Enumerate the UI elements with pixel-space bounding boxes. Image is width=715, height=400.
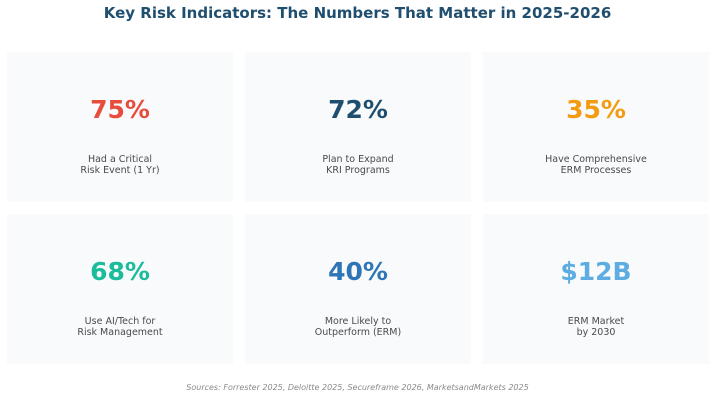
kpi-label: Use AI/Tech for Risk Management bbox=[77, 316, 163, 338]
sources-footnote: Sources: Forrester 2025, Deloitte 2025, … bbox=[186, 383, 529, 392]
kpi-card-comprehensive-erm: 35% Have Comprehensive ERM Processes bbox=[483, 52, 709, 202]
kpi-label: Plan to Expand KRI Programs bbox=[322, 154, 394, 176]
chart-title: Key Risk Indicators: The Numbers That Ma… bbox=[103, 4, 612, 22]
kpi-card-ai-tech: 68% Use AI/Tech for Risk Management bbox=[7, 214, 233, 364]
kpi-value: 35% bbox=[566, 95, 626, 124]
kpi-value: 40% bbox=[328, 257, 388, 286]
kpi-value: $12B bbox=[560, 257, 632, 286]
kpi-label: ERM Market by 2030 bbox=[567, 316, 625, 338]
kpi-label: Had a Critical Risk Event (1 Yr) bbox=[80, 154, 160, 176]
kpi-value: 68% bbox=[90, 257, 150, 286]
kpi-value: 72% bbox=[328, 95, 388, 124]
kpi-card-erm-market: $12B ERM Market by 2030 bbox=[483, 214, 709, 364]
kpi-label: Have Comprehensive ERM Processes bbox=[545, 154, 647, 176]
kpi-card-critical-risk-event: 75% Had a Critical Risk Event (1 Yr) bbox=[7, 52, 233, 202]
kpi-value: 75% bbox=[90, 95, 150, 124]
kpi-card-outperform: 40% More Likely to Outperform (ERM) bbox=[245, 214, 471, 364]
kpi-label: More Likely to Outperform (ERM) bbox=[314, 316, 402, 338]
kpi-card-expand-kri: 72% Plan to Expand KRI Programs bbox=[245, 52, 471, 202]
